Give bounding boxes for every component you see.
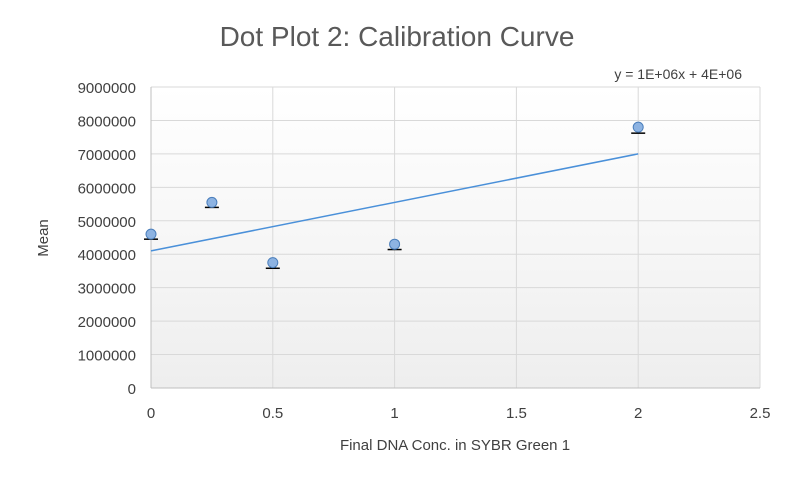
y-tick-label: 4000000 [78,247,136,264]
x-tick-label: 0.5 [262,405,283,422]
x-tick-label: 1 [390,405,398,422]
trendline [150,153,639,252]
y-tick-label: 0 [128,381,136,398]
y-tick-label: 6000000 [78,180,136,197]
x-axis-label: Final DNA Conc. in SYBR Green 1 [340,437,570,454]
y-tick-label: 9000000 [78,80,136,97]
x-tick-label: 2 [634,405,642,422]
data-point [632,121,644,133]
x-tick-label: 1.5 [506,405,527,422]
chart-title: Dot Plot 2: Calibration Curve [220,21,575,52]
y-tick-label: 5000000 [78,214,136,231]
data-point [267,257,279,269]
data-point [389,238,401,250]
y-tick-label: 3000000 [78,281,136,298]
data-points [145,121,644,269]
trendline-layer [150,153,639,252]
y-tick-label: 1000000 [78,348,136,365]
gridlines [151,86,761,388]
data-point [206,196,218,208]
trendline-equation: y = 1E+06x + 4E+06 [614,66,742,82]
x-tick-label: 2.5 [750,405,771,422]
tick-labels: 0 1000000 2000000 3000000 4000000 5000000 6000… [78,80,771,422]
y-tick-label: 2000000 [78,314,136,331]
x-tick-label: 0 [147,405,155,422]
data-point [145,228,157,240]
y-axis-label: Mean [35,219,52,257]
plot-area [151,87,760,388]
y-tick-label: 8000000 [78,113,136,130]
y-tick-label: 7000000 [78,147,136,164]
